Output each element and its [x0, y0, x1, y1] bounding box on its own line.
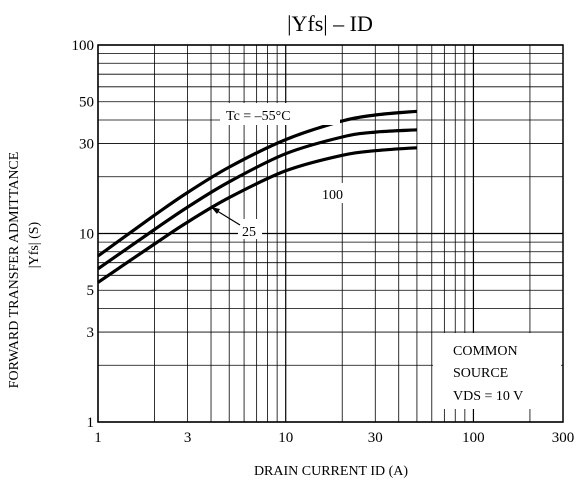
tc-label-background — [220, 103, 340, 125]
x-tick-label: 1 — [94, 430, 102, 446]
x-tick-label: 30 — [368, 430, 383, 446]
series-label-100: 100 — [322, 188, 343, 203]
series-label-25: 25 — [242, 225, 256, 240]
condition-line-3: VDS = 10 V — [453, 389, 523, 404]
x-tick-label: 100 — [462, 430, 485, 446]
series-line-2 — [97, 146, 417, 284]
x-axis-label: DRAIN CURRENT ID (A) — [254, 464, 408, 479]
chart-title: |Yfs| – ID — [287, 11, 373, 36]
series-label-minus55: Tc = –55°C — [226, 109, 291, 124]
condition-line-2: SOURCE — [453, 366, 508, 381]
x-tick-label: 300 — [552, 430, 575, 446]
plot-frame — [97, 44, 564, 423]
condition-line-1: COMMON — [453, 344, 518, 359]
label-25-background — [238, 219, 262, 239]
y-tick-label: 30 — [79, 137, 94, 153]
x-tick-label: 3 — [184, 430, 192, 446]
series-line-1 — [97, 128, 417, 271]
tick-labels: 1 3 10 30 100 300 1 3 5 10 30 50 100 — [72, 38, 575, 446]
series-line-0 — [97, 109, 418, 258]
y-tick-label: 5 — [87, 283, 95, 299]
y-tick-label: 1 — [87, 415, 95, 431]
y-tick-label: 3 — [87, 325, 95, 341]
y-tick-label: 10 — [79, 227, 94, 243]
leader-arrowhead-25 — [211, 207, 220, 214]
y-axis-label-line1: FORWARD TRANSFER ADMITTANCE — [7, 152, 22, 389]
x-tick-label: 10 — [278, 430, 293, 446]
label-100-background — [317, 183, 353, 203]
series-layer — [97, 109, 418, 284]
y-tick-label: 100 — [72, 38, 95, 54]
conditions-box — [433, 333, 561, 409]
y-tick-label: 50 — [79, 95, 94, 111]
y-axis-label-line2: |Yfs| (S) — [27, 221, 42, 268]
